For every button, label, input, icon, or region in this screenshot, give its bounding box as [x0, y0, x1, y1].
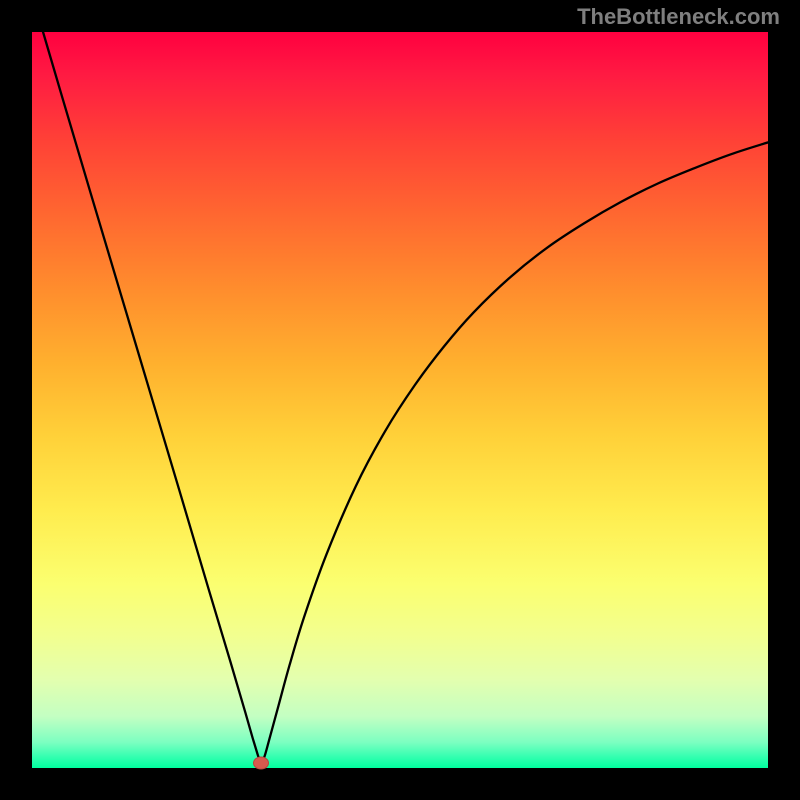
- min-point-marker: [253, 756, 269, 769]
- watermark-text: TheBottleneck.com: [577, 4, 780, 30]
- plot-area: [32, 32, 768, 768]
- bottleneck-curve: [32, 32, 768, 768]
